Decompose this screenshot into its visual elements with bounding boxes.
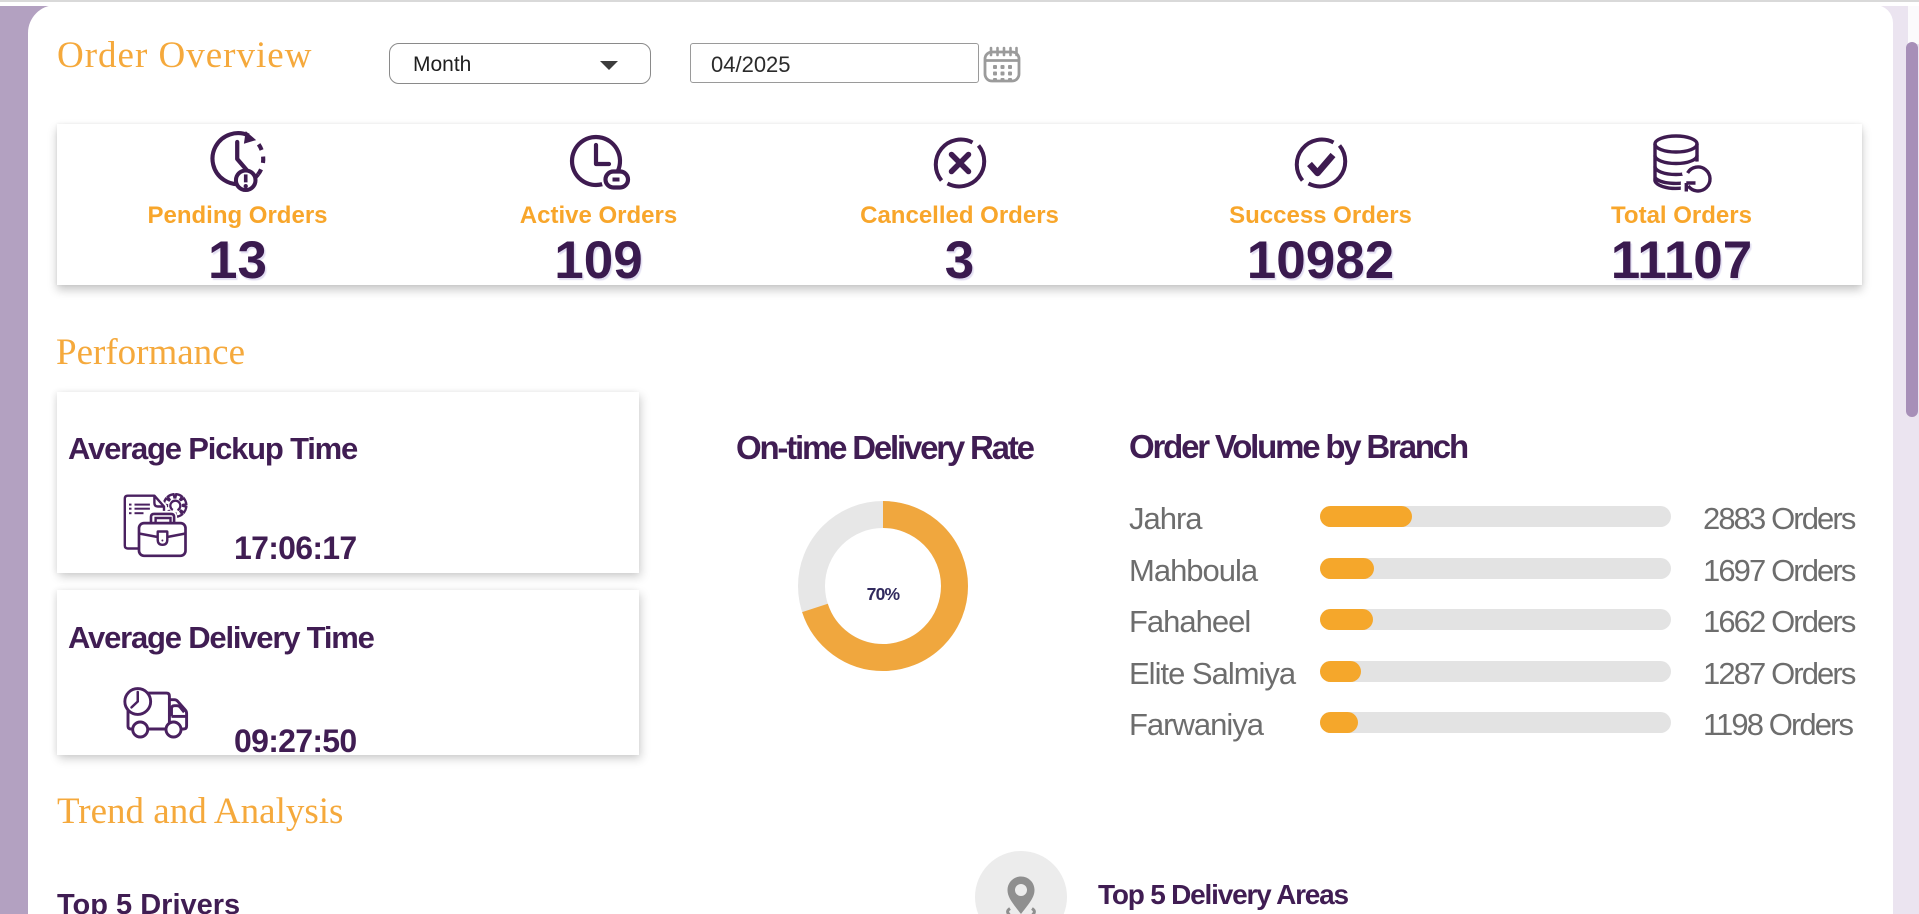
svg-text:70%: 70% [867,584,901,604]
